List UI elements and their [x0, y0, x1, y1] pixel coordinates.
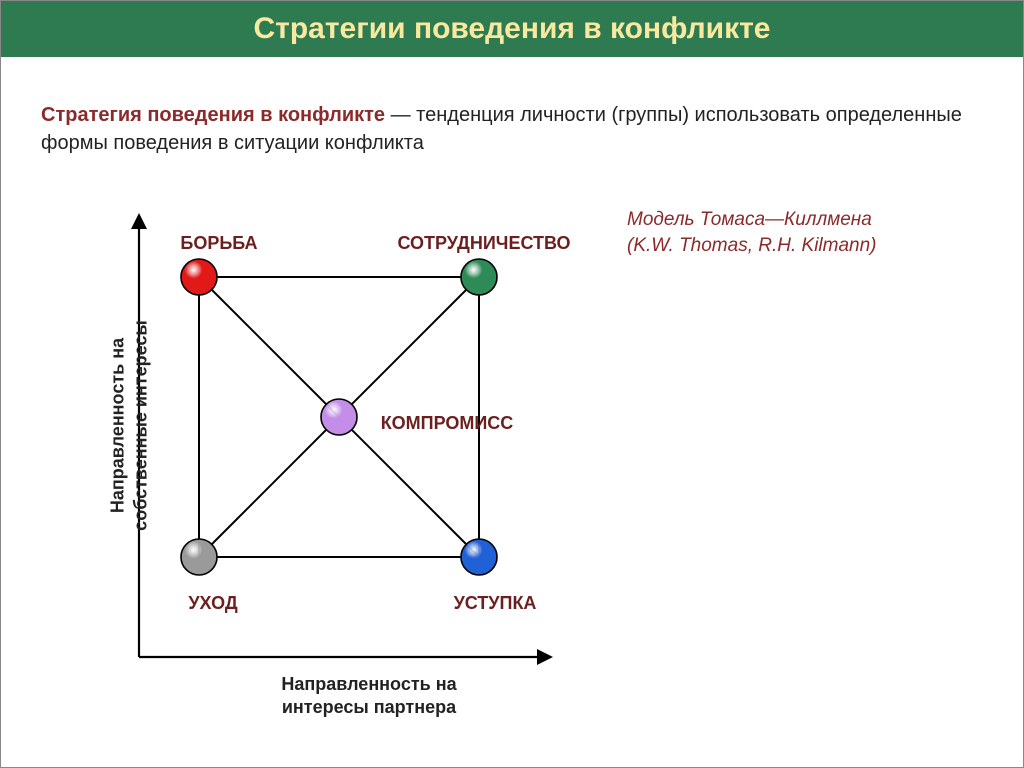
definition-dash: — [385, 104, 416, 126]
label-yield: УСТУПКА [435, 593, 555, 614]
attribution-line2: (K.W. Thomas, R.H. Kilmann) [627, 233, 877, 259]
label-compromise: КОМПРОМИСС [367, 413, 527, 434]
y-axis-label: Направленность на собственные интересы [107, 266, 152, 586]
y-axis-label-l1: Направленность на [107, 266, 130, 586]
slide-header: Стратегии поведения в конфликте [1, 1, 1023, 57]
model-attribution: Модель Томаса—Киллмена (K.W. Thomas, R.H… [627, 207, 877, 258]
label-fight: БОРЬБА [169, 233, 269, 254]
x-axis-label: Направленность на интересы партнера [219, 673, 519, 718]
diagram-svg [79, 197, 599, 737]
label-cooperation: СОТРУДНИЧЕСТВО [369, 233, 599, 254]
attribution-line1: Модель Томаса—Киллмена [627, 207, 877, 233]
conflict-strategy-diagram: БОРЬБА СОТРУДНИЧЕСТВО КОМПРОМИСС УХОД УС… [79, 197, 599, 737]
definition-term: Стратегия поведения в конфликте [41, 104, 385, 126]
x-axis-label-l1: Направленность на [219, 673, 519, 696]
definition-text: Стратегия поведения в конфликте — тенден… [41, 101, 983, 157]
label-avoid: УХОД [173, 593, 253, 614]
y-axis-label-l2: собственные интересы [129, 266, 152, 586]
x-axis-label-l2: интересы партнера [219, 696, 519, 719]
slide-title: Стратегии поведения в конфликте [253, 12, 770, 46]
